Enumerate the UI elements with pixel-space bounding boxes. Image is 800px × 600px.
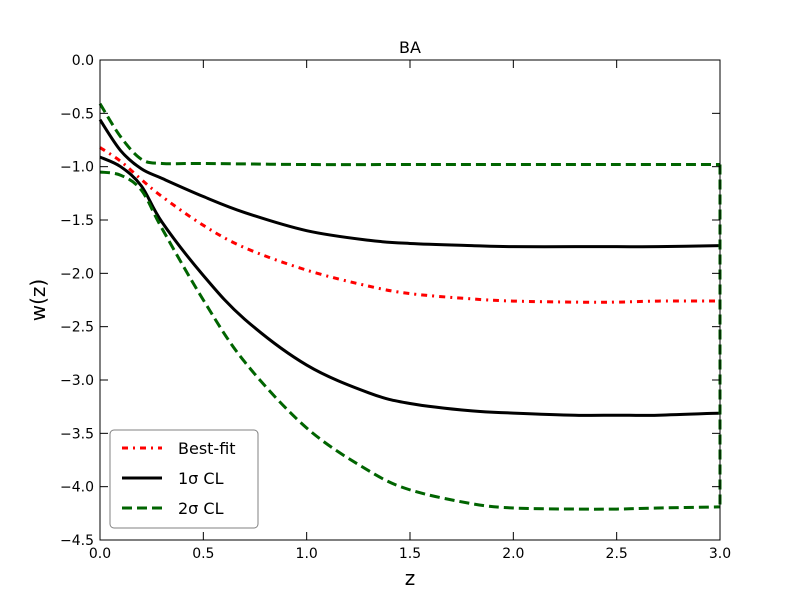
x-tick-label: 0.5 xyxy=(192,546,214,562)
y-tick-label: −2.0 xyxy=(60,266,94,282)
x-tick-label: 2.0 xyxy=(502,546,524,562)
chart-title: BA xyxy=(399,38,421,57)
legend: Best-fit 1σ CL 2σ CL xyxy=(109,429,259,529)
series-line-0 xyxy=(99,146,721,304)
x-tick-label: 3.0 xyxy=(709,546,731,562)
y-tick-label: −1.0 xyxy=(60,160,94,176)
y-tick-label: −3.5 xyxy=(60,426,94,442)
legend-label-0: Best-fit xyxy=(178,439,236,458)
legend-box xyxy=(109,429,259,529)
y-tick-label: −2.5 xyxy=(60,320,94,336)
axis-ticks: 0.0 0.5 1.0 1.5 2.0 2.5 3.0 0.0 −0.5 −1.0 −1.5 −2.0… xyxy=(60,53,731,562)
legend-label-2: 2σ CL xyxy=(178,499,224,518)
y-tick-label: −4.5 xyxy=(60,533,94,549)
y-tick-label: −1.5 xyxy=(60,213,94,229)
series-line-4 xyxy=(99,170,721,511)
series-line-2 xyxy=(99,155,721,417)
x-tick-label: 2.5 xyxy=(606,546,628,562)
y-tick-label: −0.5 xyxy=(60,106,94,122)
legend-label-1: 1σ CL xyxy=(178,469,224,488)
series-line-3 xyxy=(98,102,720,167)
x-axis-label: z xyxy=(405,566,416,590)
y-tick-label: 0.0 xyxy=(72,53,94,69)
x-tick-label: 1.0 xyxy=(296,546,318,562)
y-tick-label: −3.0 xyxy=(60,373,94,389)
x-tick-label: 0.0 xyxy=(89,546,111,562)
y-axis-label: w(z) xyxy=(26,279,50,321)
x-tick-label: 1.5 xyxy=(399,546,421,562)
series-line-1 xyxy=(98,118,721,249)
y-tick-label: −4.0 xyxy=(60,480,94,496)
series-layer xyxy=(98,102,722,511)
